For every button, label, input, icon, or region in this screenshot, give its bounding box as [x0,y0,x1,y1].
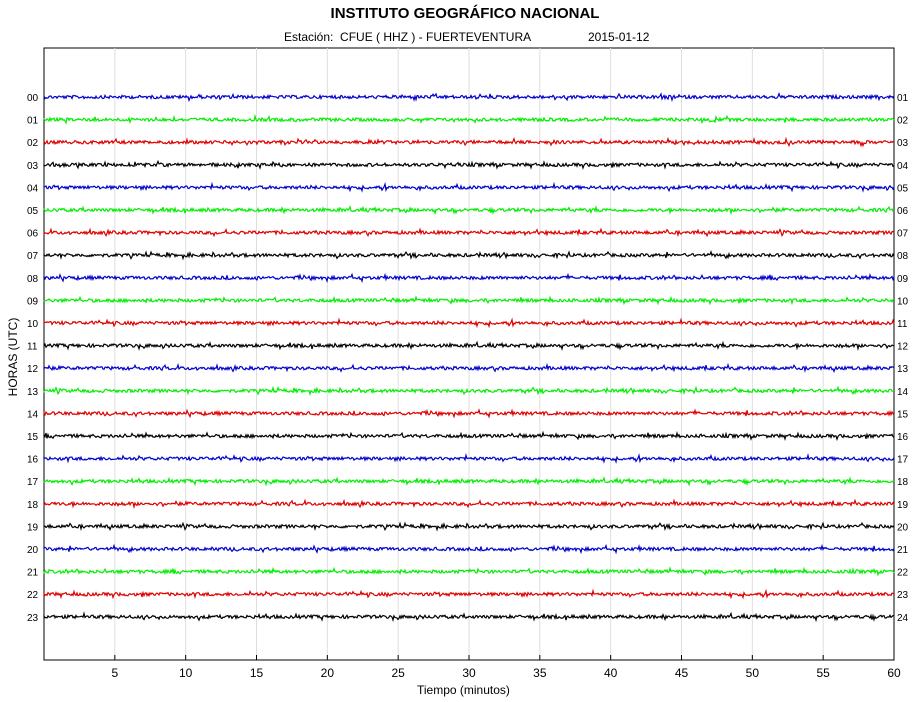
trace-hour-03 [43,159,895,170]
station-subtitle: Estación: CFUE ( HHZ ) - FUERTEVENTURA [284,30,532,44]
x-tick-label: 10 [179,666,193,680]
trace-hour-17 [43,476,895,487]
right-hour-label: 18 [897,477,909,488]
trace-hour-10 [43,317,895,329]
left-hour-label: 14 [27,409,39,420]
chart-title: INSTITUTO GEOGRÁFICO NACIONAL [330,5,600,22]
left-hour-label: 00 [27,93,39,104]
x-tick-label: 55 [816,666,830,680]
right-hour-label: 22 [897,568,909,579]
left-hour-label: 21 [27,568,39,579]
trace-hour-04 [43,181,895,193]
trace-hour-13 [43,385,895,397]
x-tick-label: 40 [604,666,618,680]
trace-hour-00 [43,91,895,103]
left-hour-label: 13 [27,387,39,398]
trace-hour-16 [43,452,895,464]
right-hour-label: 15 [897,409,909,420]
trace-hour-01 [43,113,895,125]
x-tick-label: 25 [391,666,405,680]
left-hour-label: 17 [27,477,39,488]
right-hour-label: 19 [897,500,909,511]
left-hour-label: 01 [27,116,39,127]
right-hour-label: 17 [897,455,909,466]
right-hour-label: 09 [897,274,909,285]
x-tick-label: 30 [462,666,476,680]
trace-hour-05 [43,204,895,216]
left-hour-label: 20 [27,545,39,556]
right-hour-label: 20 [897,522,909,533]
x-tick-label: 35 [533,666,547,680]
x-tick-label: 15 [250,666,264,680]
x-axis-label: Tiempo (minutos) [417,683,510,697]
left-hour-label: 06 [27,229,39,240]
trace-hour-14 [43,408,895,419]
left-hour-label: 16 [27,455,39,466]
right-hour-label: 03 [897,138,909,149]
right-hour-label: 11 [897,319,908,330]
right-hour-label: 10 [897,296,909,307]
right-hour-label: 05 [897,183,909,194]
right-hour-label: 16 [897,432,909,443]
trace-hour-21 [43,566,895,577]
trace-hour-06 [43,227,895,238]
left-hour-label: 04 [27,183,39,194]
trace-hour-15 [43,430,895,442]
x-tick-label: 60 [887,666,901,680]
trace-hour-09 [43,295,895,306]
x-tick-label: 5 [111,666,118,680]
trace-hour-12 [43,362,895,373]
left-hour-label: 03 [27,161,39,172]
right-hour-label: 01 [897,93,909,104]
y-axis-label: HORAS (UTC) [6,317,20,397]
trace-hour-07 [43,249,895,261]
trace-hour-11 [43,340,895,352]
left-hour-label: 15 [27,432,39,443]
hour-labels: 00 01 02 03 04 05 06 07 08 09 10 11 12 13 14 15 16 17 18 19… [27,93,909,624]
right-hour-label: 14 [897,387,909,398]
right-hour-label: 04 [897,161,909,172]
right-hour-label: 07 [897,229,909,240]
date-subtitle: 2015-01-12 [588,30,650,44]
trace-hour-02 [43,136,895,148]
trace-hour-18 [43,498,895,510]
trace-hour-22 [43,588,895,600]
trace-hour-23 [43,611,894,623]
right-hour-label: 21 [897,545,909,556]
left-hour-label: 09 [27,296,39,307]
left-hour-label: 02 [27,138,39,149]
x-tick-label: 50 [746,666,760,680]
left-hour-label: 05 [27,206,39,217]
x-axis-ticks: 5 10 15 20 25 30 35 40 45 50 55 60 [111,655,901,680]
right-hour-label: 23 [897,590,909,601]
x-tick-label: 20 [321,666,335,680]
trace-hour-08 [43,272,895,284]
left-hour-label: 18 [27,500,39,511]
helicorder-traces [43,91,895,623]
left-hour-label: 10 [27,319,39,330]
vertical-grid [114,48,824,660]
trace-hour-19 [43,521,895,532]
trace-hour-20 [43,543,895,555]
right-hour-label: 12 [897,342,909,353]
right-hour-label: 02 [897,116,909,127]
left-hour-label: 07 [27,251,39,262]
x-tick-label: 45 [675,666,689,680]
right-hour-label: 13 [897,364,909,375]
right-hour-label: 06 [897,206,909,217]
left-hour-label: 19 [27,522,39,533]
right-hour-label: 24 [897,613,909,624]
left-hour-label: 11 [27,342,38,353]
left-hour-label: 12 [27,364,39,375]
left-hour-label: 08 [27,274,39,285]
left-hour-label: 23 [27,613,39,624]
left-hour-label: 22 [27,590,39,601]
right-hour-label: 08 [897,251,909,262]
